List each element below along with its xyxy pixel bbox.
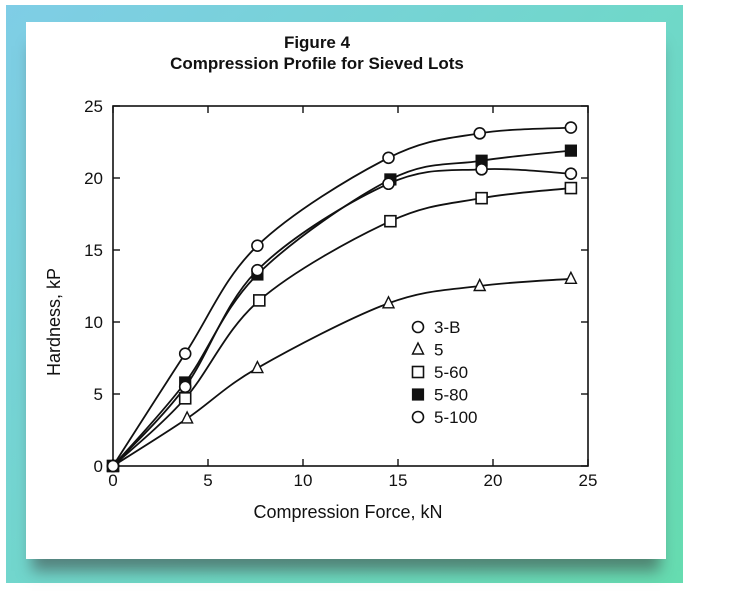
legend-marker-5-60 (411, 365, 425, 379)
point-3-B-3.8 (178, 347, 192, 360)
point-5-60-24.1 (564, 181, 578, 195)
x-tick-label-10: 10 (294, 471, 313, 490)
point-5-60-7.7 (253, 294, 266, 307)
y-tick-label-5: 5 (94, 385, 103, 404)
chart-card: Figure 4 Compression Profile for Sieved … (33, 22, 661, 537)
tick-labels: 0 5 10 15 20 25 0 5 10 15 20 25 (84, 97, 597, 490)
x-tick-label-25: 25 (579, 471, 598, 490)
y-tick-label-10: 10 (84, 313, 103, 332)
tick-marks (112, 105, 589, 467)
point-3-B-24.1 (564, 121, 578, 134)
chart-title: Figure 4 (284, 33, 351, 52)
legend: 3-B 5 5-60 5-80 5-100 (411, 318, 477, 427)
x-tick-label-0: 0 (108, 471, 117, 490)
legend-label-3-B: 3-B (434, 318, 460, 337)
y-tick-label-25: 25 (84, 97, 103, 116)
point-5-80-24.1 (564, 144, 578, 157)
curve-5-60 (112, 187, 572, 467)
point-5-100-24.1 (564, 167, 578, 180)
legend-label-5-60: 5-60 (434, 363, 468, 382)
x-tick-label-20: 20 (484, 471, 503, 490)
legend-marker-5-80 (411, 388, 425, 401)
point-5-100-7.6 (251, 263, 264, 277)
point-3-B-19.3 (473, 127, 487, 140)
point-5-60-14.6 (384, 214, 397, 228)
axes (112, 105, 589, 467)
curve-3-B (112, 126, 571, 467)
point-5-60-3.8 (178, 392, 192, 405)
point-5-100-3.8 (178, 380, 192, 394)
y-tick-label-0: 0 (94, 457, 103, 476)
point-5-100-19.4 (475, 163, 488, 176)
x-axis-label: Compression Force, kN (253, 502, 442, 522)
legend-marker-3-B (411, 320, 425, 334)
legend-marker-5-100 (411, 410, 425, 424)
legend-label-5-100: 5-100 (434, 408, 477, 427)
compression-profile-chart: Figure 4 Compression Profile for Sieved … (44, 33, 597, 522)
y-tick-label-20: 20 (84, 169, 103, 188)
legend-label-5-80: 5-80 (434, 386, 468, 405)
point-5-100-0 (106, 459, 120, 473)
point-3-B-14.5 (382, 151, 395, 165)
y-axis-label: Hardness, kP (44, 268, 64, 376)
series-markers (106, 121, 578, 473)
plot-frame (112, 105, 589, 467)
y-tick-label-15: 15 (84, 241, 103, 260)
point-5-14.5 (381, 295, 396, 309)
legend-marker-5 (411, 341, 425, 355)
x-tick-label-5: 5 (203, 471, 212, 490)
point-3-B-7.6 (251, 239, 264, 252)
curve-5 (112, 277, 571, 467)
legend-label-5: 5 (434, 341, 443, 360)
chart-subtitle: Compression Profile for Sieved Lots (170, 54, 464, 73)
point-5-7.6 (250, 360, 265, 374)
series-curves (112, 126, 572, 467)
point-5-100-14.5 (382, 177, 395, 191)
point-5-24.1 (564, 270, 578, 284)
curve-5-80 (112, 149, 572, 467)
x-tick-label-15: 15 (389, 471, 408, 490)
point-5-3.9 (180, 410, 194, 424)
point-5-60-19.4 (475, 191, 488, 205)
point-5-19.3 (473, 277, 487, 292)
